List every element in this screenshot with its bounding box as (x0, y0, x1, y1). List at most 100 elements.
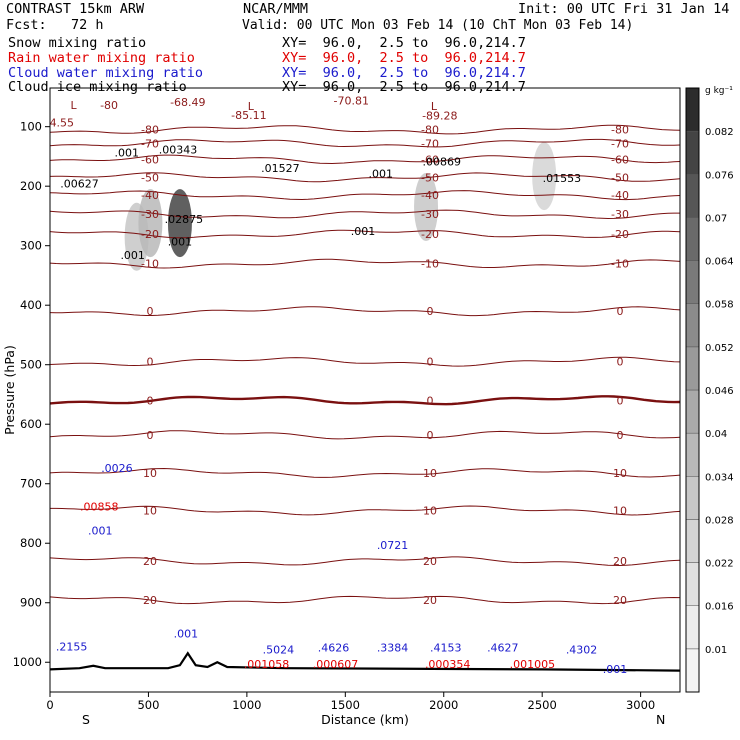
colorbar-cell (685, 303, 700, 348)
value-annotation: .01553 (543, 172, 582, 185)
y-tick-label: 1000 (13, 655, 42, 669)
y-tick-label: 700 (20, 477, 42, 491)
value-annotation: -70.81 (333, 95, 368, 108)
temperature-contour (49, 556, 681, 567)
value-annotation: .4627 (487, 642, 519, 655)
contour-label: 20 (613, 594, 627, 607)
header-fcst: Fcst: 72 h (6, 17, 104, 33)
x-tick-label: 3000 (626, 698, 655, 712)
contour-label: -50 (421, 171, 439, 184)
value-annotation: .00627 (60, 177, 99, 190)
plot-frame (49, 87, 681, 693)
contour-label: -20 (141, 228, 159, 241)
header-model: CONTRAST 15km ARW (6, 1, 145, 17)
x-tick-label: 1000 (232, 698, 261, 712)
value-annotation: .4626 (318, 642, 350, 655)
value-annotation: .5024 (263, 643, 295, 656)
contour-label: -60 (421, 153, 439, 166)
contour-label: 0 (147, 394, 154, 407)
contour-label: -10 (141, 258, 159, 271)
snow-shade-cell (138, 189, 163, 258)
temperature-contour (49, 306, 681, 317)
y-tick-label: 600 (20, 417, 42, 431)
colorbar-label: 0.064 (705, 257, 734, 268)
colorbar-label: 0.07 (705, 213, 727, 224)
field-cloudice-xy: XY= 96.0, 2.5 to 96.0,214.7 (282, 79, 526, 95)
y-tick-label: 200 (20, 179, 42, 193)
field-cloudwater-xy: XY= 96.0, 2.5 to 96.0,214.7 (282, 65, 526, 81)
y-tick-label: 400 (20, 298, 42, 312)
contour-label: -30 (421, 208, 439, 221)
value-annotation: 4.55 (50, 117, 75, 130)
contour-label: -60 (611, 153, 629, 166)
snow-shading-layer (124, 142, 557, 271)
colorbar-label: 0.076 (705, 170, 734, 181)
contour-label: 10 (613, 505, 627, 518)
x-axis: 0 500 1000 1500 2000 2500 3000 (46, 692, 655, 712)
temperature-contour (49, 138, 681, 148)
field-rain-name: Rain water mixing ratio (8, 50, 195, 66)
y-axis-label: Pressure (hPa) (2, 345, 17, 435)
contour-label: 10 (423, 467, 437, 480)
colorbar: 0.01 0.016 0.022 0.028 0.034 0.04 0.046 0.052 0.… (685, 87, 734, 693)
contour-label: 0 (147, 429, 154, 442)
contour-label: 10 (613, 467, 627, 480)
contour-label: -10 (421, 258, 439, 271)
contour-label: -40 (611, 189, 629, 202)
contour-label: 20 (423, 555, 437, 568)
snow-shade-cell (167, 189, 192, 258)
colorbar-cell (685, 217, 700, 261)
colorbar-unit: g kg⁻¹ (705, 86, 733, 96)
value-annotation: -85.11 (231, 109, 266, 122)
x-tick-label: 500 (137, 698, 159, 712)
value-annotation: .00869 (423, 155, 462, 168)
value-annotation: .4302 (566, 643, 598, 656)
x-tick-label: 2000 (429, 698, 458, 712)
colorbar-cell (685, 562, 700, 606)
annotation-layer: -68.49 -70.81-85.11 -89.28-80L L L4.55.001.0… (50, 95, 628, 676)
temperature-contour (49, 154, 681, 165)
value-annotation: -89.28 (422, 110, 457, 123)
colorbar-cell (685, 87, 700, 132)
x-tick-label: 0 (46, 698, 53, 712)
terrain-line (49, 651, 681, 672)
field-cloudwater-name: Cloud water mixing ratio (8, 65, 204, 81)
contour-label: -80 (611, 124, 629, 137)
colorbar-label: 0.016 (705, 602, 734, 613)
value-annotation: .00858 (80, 501, 119, 514)
contour-label: -30 (141, 208, 159, 221)
y-tick-label: 900 (20, 596, 42, 610)
field-rain-xy: XY= 96.0, 2.5 to 96.0,214.7 (282, 50, 526, 66)
colorbar-label: 0.034 (705, 472, 734, 483)
terrain-layer (49, 651, 681, 672)
contour-label: 20 (423, 594, 437, 607)
contour-label: 0 (147, 356, 154, 369)
y-tick-label: 300 (20, 239, 42, 253)
contour-label: 10 (423, 505, 437, 518)
x-end-label-right: N (656, 712, 665, 727)
temperature-contour (49, 229, 681, 239)
y-tick-label: 500 (20, 358, 42, 372)
colorbar-label: 0.058 (705, 300, 734, 311)
value-annotation: .000607 (313, 658, 359, 671)
colorbar-label: 0.046 (705, 386, 734, 397)
value-annotation: .0721 (377, 539, 409, 552)
field-snow-name: Snow mixing ratio (8, 35, 147, 51)
contour-label: 0 (147, 305, 154, 318)
value-annotation: -68.49 (170, 96, 205, 109)
value-annotation: .2155 (56, 640, 88, 653)
colorbar-label: 0.01 (705, 645, 727, 656)
y-tick-label: 800 (20, 536, 42, 550)
contour-label: -80 (421, 124, 439, 137)
y-axis: 100 200 300 400 500 600 700 800 900 1000 (13, 120, 50, 669)
contour-label: -70 (141, 137, 159, 150)
colorbar-cell (685, 476, 700, 520)
x-axis-label: Distance (km) (321, 712, 409, 727)
field-snow-xy: XY= 96.0, 2.5 to 96.0,214.7 (282, 35, 526, 51)
colorbar-label: 0.04 (705, 429, 727, 440)
value-annotation: -80 (100, 99, 118, 112)
colorbar-cell (685, 389, 700, 434)
value-annotation: .001 (115, 146, 140, 159)
contour-label: -50 (611, 171, 629, 184)
